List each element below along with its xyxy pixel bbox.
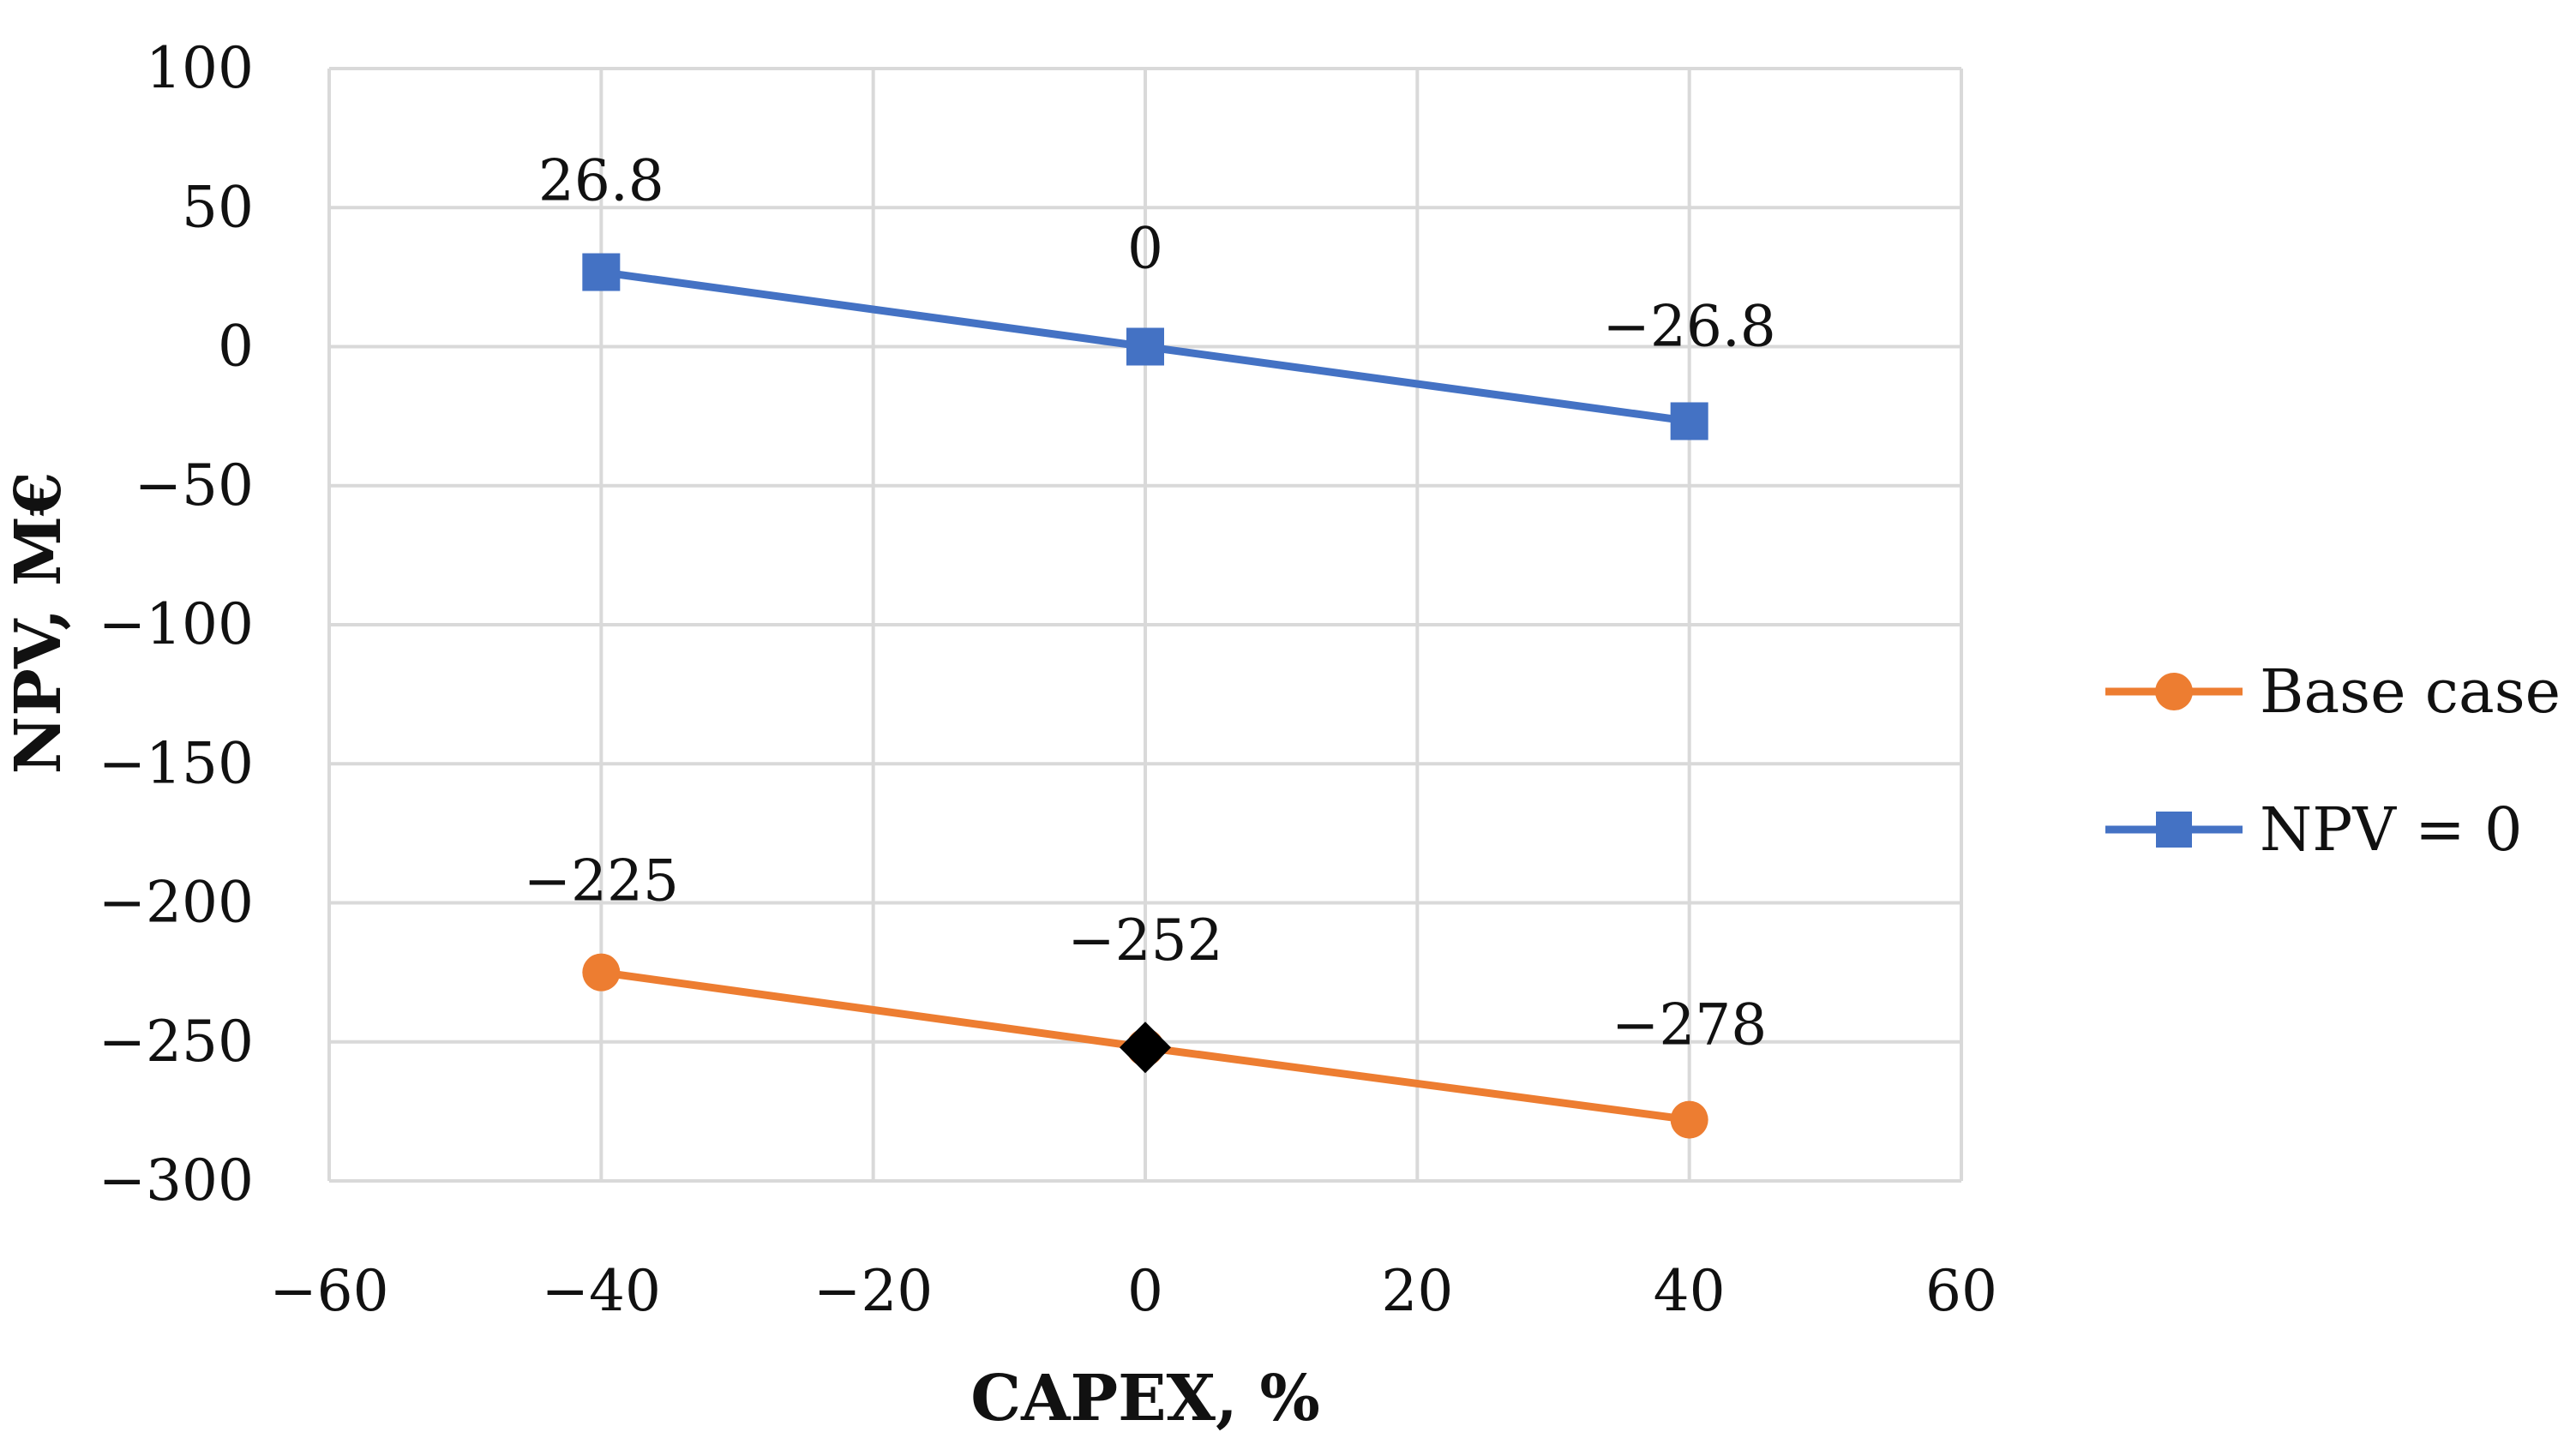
data-point-npv-zero <box>1126 327 1164 366</box>
data-point-base-case <box>582 953 621 992</box>
y-tick-label: −200 <box>99 870 254 936</box>
x-tick-label: 40 <box>1654 1258 1726 1324</box>
x-axis-title: CAPEX, % <box>970 1362 1320 1435</box>
legend-marker-npv-zero <box>2156 812 2192 848</box>
y-axis-title: NPV, M€ <box>2 472 75 775</box>
tick-labels: −60 −40 −20 0 20 40 60100500−50−100−150−200−25… <box>99 35 1997 1324</box>
y-tick-label: −250 <box>99 1009 254 1075</box>
data-label-npv-zero: −26.8 <box>1603 293 1776 359</box>
data-label-base-case: −252 <box>1067 908 1222 974</box>
x-tick-label: −40 <box>542 1258 661 1324</box>
x-tick-label: 0 <box>1127 1258 1163 1324</box>
data-label-npv-zero: 26.8 <box>538 148 664 214</box>
legend-marker-base-case <box>2155 673 2193 710</box>
x-tick-label: 20 <box>1381 1258 1453 1324</box>
x-tick-label: −20 <box>814 1258 933 1324</box>
data-label-base-case: −225 <box>524 848 679 914</box>
legend-label-npv-zero: NPV = 0 <box>2260 794 2523 865</box>
data-label-npv-zero: 0 <box>1127 216 1163 282</box>
legend-label-base-case: Base case <box>2260 656 2561 727</box>
series <box>582 253 1708 1139</box>
legend: Base case NPV = 0 <box>2105 656 2561 865</box>
data-labels: −225 −252 −278 26.8 0 −26.8 <box>524 148 1776 1058</box>
y-tick-label: −100 <box>99 591 254 657</box>
legend-item-base-case[interactable]: Base case <box>2105 656 2561 727</box>
highlight-point-diamond <box>1120 1022 1171 1074</box>
data-label-base-case: −278 <box>1612 992 1767 1058</box>
y-tick-label: 0 <box>218 314 254 380</box>
legend-item-npv-zero[interactable]: NPV = 0 <box>2105 794 2523 865</box>
data-point-base-case <box>1670 1100 1708 1139</box>
y-tick-label: 50 <box>182 174 254 240</box>
y-tick-label: −150 <box>99 730 254 796</box>
x-tick-label: −60 <box>269 1258 388 1324</box>
gridlines <box>327 67 1963 1183</box>
y-tick-label: −50 <box>135 452 254 518</box>
x-tick-label: 60 <box>1925 1258 1997 1324</box>
y-tick-label: −300 <box>99 1147 254 1213</box>
data-point-npv-zero <box>1670 402 1708 440</box>
y-tick-label: 100 <box>146 35 254 101</box>
data-point-npv-zero <box>582 253 621 291</box>
